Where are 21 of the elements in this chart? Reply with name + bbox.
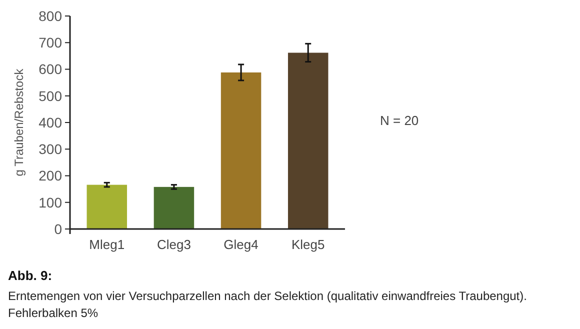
bar bbox=[86, 184, 128, 229]
y-tick-label: 100 bbox=[38, 194, 62, 210]
x-tick-label: Kleg5 bbox=[291, 237, 325, 252]
x-tick-label: Cleg3 bbox=[156, 237, 191, 252]
x-tick-label: Gleg4 bbox=[224, 237, 258, 252]
text: N = 20 bbox=[380, 113, 419, 128]
y-tick-label: 0 bbox=[54, 220, 62, 237]
y-tick-label: 500 bbox=[38, 88, 62, 104]
bar bbox=[220, 72, 262, 229]
bar bbox=[288, 52, 328, 229]
y-tick-label: 700 bbox=[38, 34, 62, 51]
text: Abb. 9: bbox=[8, 268, 52, 283]
bar bbox=[154, 186, 194, 229]
y-tick-label: 800 bbox=[38, 8, 62, 24]
y-tick-label: 200 bbox=[38, 168, 62, 184]
y-tick-label: 400 bbox=[38, 114, 62, 130]
text: Erntemengen von vier Versuchparzellen nach der Selektion (qualitativ einwandfreies Traubengut). Fehlerbalken 5% bbox=[8, 289, 527, 320]
y-tick-label: 300 bbox=[38, 141, 62, 158]
y-tick-label: 600 bbox=[38, 61, 62, 78]
x-tick-label: Mleg1 bbox=[89, 237, 125, 252]
y-axis-title: g Trauben/Rebstock bbox=[12, 68, 26, 176]
